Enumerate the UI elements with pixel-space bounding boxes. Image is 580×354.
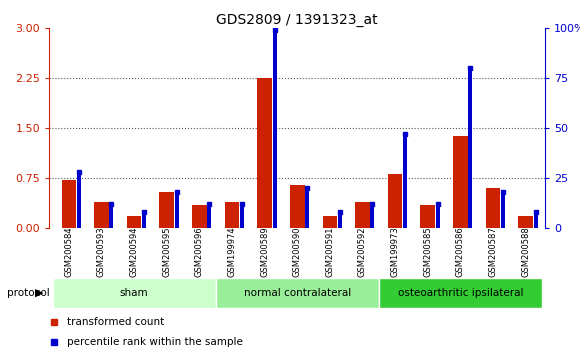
Text: sham: sham <box>120 288 148 298</box>
Bar <box>273 30 277 228</box>
Bar <box>322 216 337 228</box>
Text: GSM200588: GSM200588 <box>521 227 530 278</box>
Bar <box>355 202 370 228</box>
Bar <box>175 192 179 228</box>
Bar <box>53 278 216 308</box>
Title: GDS2809 / 1391323_at: GDS2809 / 1391323_at <box>216 13 378 27</box>
Text: normal contralateral: normal contralateral <box>244 288 351 298</box>
Bar <box>142 212 146 228</box>
Text: transformed count: transformed count <box>67 317 164 327</box>
Text: GSM200592: GSM200592 <box>358 227 367 278</box>
Bar <box>501 192 505 228</box>
Text: GSM200594: GSM200594 <box>129 227 139 278</box>
Text: GSM200586: GSM200586 <box>456 227 465 278</box>
Bar <box>420 205 435 228</box>
Bar <box>224 202 240 228</box>
Text: ▶: ▶ <box>35 288 43 298</box>
Bar <box>485 188 501 228</box>
Bar <box>94 202 109 228</box>
Text: GSM200596: GSM200596 <box>195 227 204 278</box>
Bar <box>403 134 407 228</box>
Bar <box>453 136 467 228</box>
Text: GSM200595: GSM200595 <box>162 227 171 278</box>
Bar <box>534 212 538 228</box>
Bar <box>371 204 375 228</box>
Bar <box>77 172 81 228</box>
Text: GSM200590: GSM200590 <box>293 227 302 278</box>
Bar <box>338 212 342 228</box>
Bar <box>110 204 114 228</box>
Text: GSM199974: GSM199974 <box>227 227 237 278</box>
Text: GSM200585: GSM200585 <box>423 227 432 278</box>
Bar <box>290 185 304 228</box>
Bar <box>240 204 244 228</box>
Bar <box>208 204 211 228</box>
Bar <box>258 78 272 228</box>
Bar <box>388 174 403 228</box>
Bar <box>469 68 472 228</box>
Text: GSM200584: GSM200584 <box>64 227 74 278</box>
Bar <box>160 192 174 228</box>
Text: GSM199973: GSM199973 <box>390 227 400 278</box>
Text: osteoarthritic ipsilateral: osteoarthritic ipsilateral <box>398 288 523 298</box>
Bar <box>305 188 309 228</box>
Bar <box>216 278 379 308</box>
Text: GSM200589: GSM200589 <box>260 227 269 278</box>
Bar <box>519 216 533 228</box>
Bar <box>192 205 206 228</box>
Text: protocol: protocol <box>7 288 50 298</box>
Bar <box>379 278 542 308</box>
Bar <box>436 204 440 228</box>
Text: percentile rank within the sample: percentile rank within the sample <box>67 337 242 348</box>
Bar <box>127 216 142 228</box>
Bar <box>61 180 76 228</box>
Text: GSM200587: GSM200587 <box>488 227 498 278</box>
Text: GSM200591: GSM200591 <box>325 227 335 278</box>
Text: GSM200593: GSM200593 <box>97 227 106 278</box>
